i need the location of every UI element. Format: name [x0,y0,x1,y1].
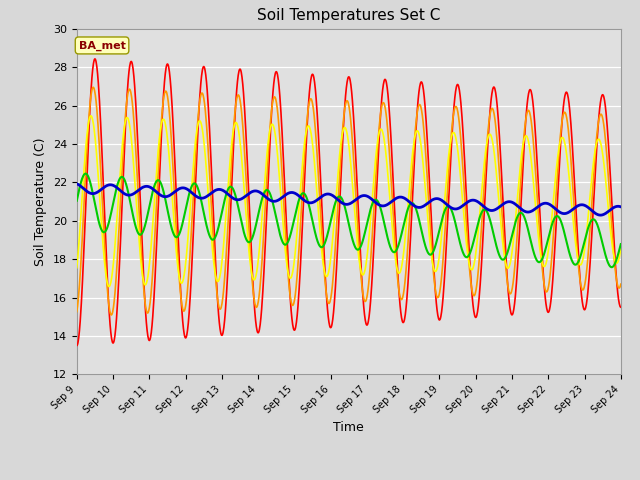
-32cm [433,196,441,202]
-4cm [89,84,97,90]
-16cm [82,171,90,177]
-8cm [255,246,263,252]
-16cm [617,241,625,247]
-2cm [195,122,202,128]
-4cm [108,312,115,318]
-16cm [73,198,81,204]
-8cm [553,161,561,167]
Y-axis label: Soil Temperature (C): Soil Temperature (C) [35,137,47,266]
-32cm [194,194,202,200]
-32cm [617,204,625,210]
-16cm [553,213,561,219]
-16cm [505,246,513,252]
-2cm [617,304,625,310]
-2cm [91,56,99,62]
Text: BA_met: BA_met [79,40,125,50]
-4cm [255,290,263,296]
Title: Soil Temperatures Set C: Soil Temperatures Set C [257,9,440,24]
X-axis label: Time: Time [333,421,364,434]
-16cm [434,235,442,241]
-32cm [552,207,560,213]
-2cm [73,343,81,348]
-2cm [505,292,513,298]
-16cm [195,186,202,192]
-32cm [504,199,512,204]
-32cm [180,185,188,191]
-8cm [195,120,202,125]
-8cm [505,264,513,270]
-4cm [617,281,625,287]
-16cm [255,208,263,214]
-8cm [182,264,189,269]
-32cm [73,181,81,187]
-2cm [434,310,442,316]
-2cm [255,328,263,334]
-8cm [617,246,625,252]
-16cm [181,210,189,216]
-4cm [553,179,561,184]
Line: -4cm: -4cm [77,87,621,315]
-4cm [434,295,442,300]
-4cm [182,305,189,311]
Line: -2cm: -2cm [77,59,621,346]
-8cm [87,113,95,119]
-16cm [608,264,616,270]
-8cm [73,265,81,271]
-2cm [181,334,189,340]
-8cm [434,263,442,268]
-8cm [105,284,113,289]
Line: -16cm: -16cm [77,174,621,267]
-4cm [505,288,513,294]
-4cm [195,109,202,115]
-4cm [73,309,81,314]
-2cm [553,214,561,220]
-32cm [596,212,604,218]
-32cm [255,189,262,194]
Line: -32cm: -32cm [77,184,621,215]
Line: -8cm: -8cm [77,116,621,287]
